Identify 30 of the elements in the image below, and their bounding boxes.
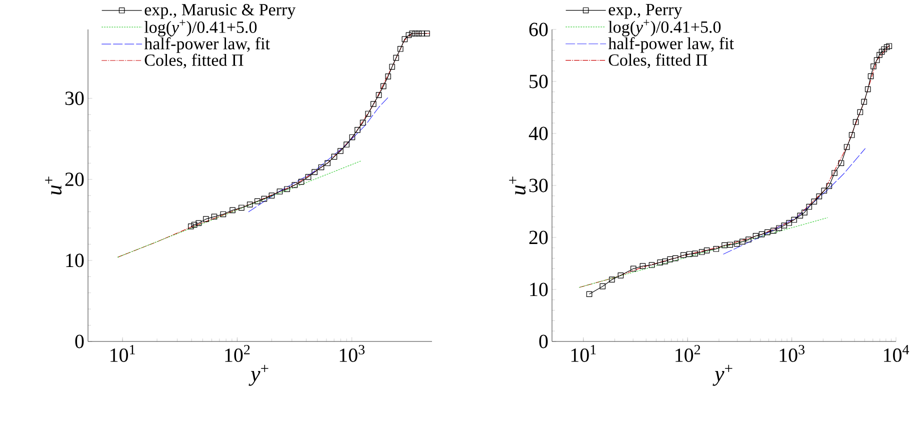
x-axis-title: y$^{+}$ [712, 364, 732, 386]
x-tick-label: 10$^{2}$ [225, 344, 250, 362]
y-axis-title: u$^{+}$ [45, 176, 62, 194]
y-tick-label: 10 [530, 282, 548, 296]
y-tick-label: 20 [529, 230, 548, 244]
legend-label: Coles, fitted Π [608, 53, 708, 68]
legend-label: half-power law, fit [608, 36, 734, 53]
x-tick-label: 10$^{4}$ [884, 344, 910, 362]
y-tick-label: 40 [528, 126, 548, 140]
x-axis-title: y$^{+}$ [248, 364, 268, 386]
legend-label: Coles, fitted Π [144, 54, 244, 68]
legend-label: log(y$^{+}$)/0.41+5.0 [608, 19, 721, 36]
x-tick-label: 10$^{1}$ [571, 344, 596, 362]
x-tick-label: 10$^{2}$ [676, 344, 700, 362]
y-tick-label: 0 [539, 334, 548, 348]
y-tick-label: 10 [66, 253, 84, 267]
y-tick-label: 0 [75, 334, 84, 348]
legend-label: exp., Perry [608, 4, 682, 19]
x-tick-label: 10$^{1}$ [110, 344, 135, 362]
y-tick-label: 20 [65, 172, 84, 186]
legend-label: exp., Marusic & Perry [144, 4, 296, 19]
y-tick-label: 60 [529, 22, 548, 36]
x-tick-label: 10$^{3}$ [340, 344, 365, 362]
y-tick-label: 30 [529, 178, 548, 192]
y-tick-label: 30 [65, 91, 84, 105]
y-axis-title: u$^{+}$ [509, 176, 526, 194]
y-tick-label: 50 [530, 74, 548, 88]
legend-label: log(y$^{+}$)/0.41+5.0 [144, 20, 257, 36]
legend-label: half-power law, fit [144, 37, 270, 53]
x-tick-label: 10$^{3}$ [780, 344, 805, 362]
